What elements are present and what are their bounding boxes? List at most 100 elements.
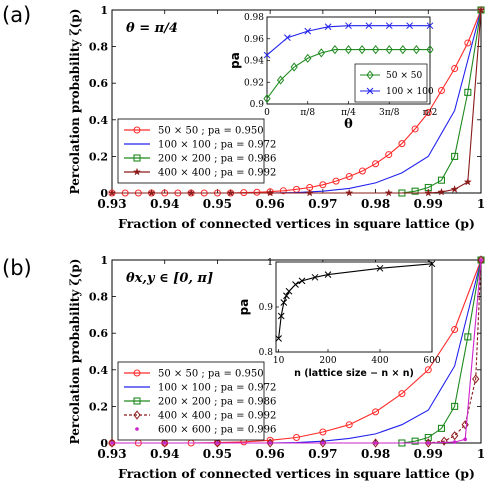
series-3-point	[266, 438, 274, 448]
inset-series-0-point	[358, 45, 366, 55]
legend-swatch-marker	[133, 410, 141, 420]
inset-series-0-line	[266, 49, 430, 99]
series-0-point	[372, 160, 380, 168]
series-3-point	[319, 438, 327, 448]
legend-entry: 200 × 200 ; pa = 0.986	[158, 154, 276, 165]
series-0-point	[385, 151, 393, 159]
series-0-point	[332, 177, 340, 185]
inset-chart: 10 200 400 600 0.8 0.9 1 n (lattice size − n × …	[237, 258, 441, 379]
series-3-point	[472, 374, 480, 384]
x-tick-label: 0.95	[203, 197, 232, 211]
inset-series-0-point	[344, 45, 353, 55]
x-tick-label: 0.94	[150, 197, 179, 211]
series-0-point	[464, 39, 472, 47]
legend-entry: 600 × 600 ; pa = 0.996	[158, 425, 276, 436]
inset-series-0-point	[372, 45, 380, 55]
inset-series-0-point	[412, 45, 421, 55]
inset-y-axis-label: pa	[228, 52, 242, 69]
series-3-point	[450, 184, 459, 194]
series-3-point	[186, 188, 196, 197]
series-3-point	[440, 436, 448, 446]
inset-series-1-point	[406, 22, 413, 30]
series-3-point	[451, 431, 459, 441]
series-3-point	[107, 188, 117, 197]
series-0-point	[358, 167, 366, 175]
theta-annotation: θx,y ∈ [0, π]	[126, 271, 213, 286]
inset-y-tick-label: 0.94	[244, 57, 264, 67]
x-tick-label: 0.93	[97, 197, 126, 211]
series-2-point	[437, 176, 446, 184]
x-axis-label: Fraction of connected vertices in square…	[118, 216, 475, 231]
series-1-line	[270, 9, 482, 194]
legend-entry: 400 × 400 ; pa = 0.992	[158, 411, 276, 422]
y-tick-label: 0.4	[89, 114, 108, 127]
series-0-point	[372, 408, 380, 416]
series-0-point	[398, 390, 406, 398]
legend-swatch-marker	[133, 154, 141, 162]
series-2-point	[411, 187, 419, 195]
y-tick-label: 0.8	[89, 291, 108, 304]
y-tick-label: 0.2	[89, 150, 108, 163]
series-0-point	[451, 65, 459, 73]
series-4-point	[110, 441, 114, 445]
y-tick-label: 1	[100, 4, 108, 17]
inset-x-tick-label: 400	[371, 356, 388, 366]
inset-x-tick-label: 600	[423, 356, 440, 366]
inset-legend-swatch-marker	[366, 87, 374, 95]
series-3-point	[108, 438, 116, 448]
legend-swatch-marker	[132, 167, 142, 176]
series-3-point	[384, 188, 394, 197]
series-3-point	[476, 5, 486, 14]
series-0-point	[424, 108, 432, 116]
inset-chart: 0 π/8 π/4 3π/8 π/2 0.9 0.92 0.94 0.96 0.98 θ pa 50 ×…	[228, 13, 437, 132]
series-0-point	[398, 140, 406, 148]
inset-series-0-point	[263, 93, 271, 104]
inset-series-0-point	[283, 292, 290, 300]
x-tick-label: 1	[477, 447, 485, 461]
series-3-point	[463, 177, 472, 186]
x-tick-label: 0.97	[308, 447, 337, 461]
inset-series-0-point	[290, 62, 298, 72]
series-0-point	[319, 428, 327, 436]
inset-x-axis-label: θ	[344, 117, 353, 132]
inset-series-1-point	[365, 22, 373, 30]
panel-a: (a) 0.93 0.94 0.95 0.96 0.97 0.98 0.99 1 0 0.2 0.4 0…	[2, 3, 486, 231]
series-2-point	[451, 152, 459, 160]
series-3-point	[305, 188, 314, 197]
inset-series-0-point	[304, 53, 312, 63]
legend-swatch-marker	[133, 126, 141, 134]
series-4-point	[373, 441, 378, 445]
inset-x-tick-label: π/8	[300, 108, 315, 118]
inset-frame	[275, 261, 433, 353]
series-2-line	[401, 9, 482, 194]
series-2-point	[451, 402, 459, 410]
series-3-point	[424, 438, 432, 448]
inset-series-0-point	[276, 75, 285, 85]
inset-legend-entry: 100 × 100	[386, 87, 434, 97]
inset-series-0-point	[298, 277, 306, 285]
inset-y-tick-label: 0.96	[244, 35, 264, 45]
inset-series-1-point	[324, 23, 332, 31]
series-3-point	[345, 188, 354, 197]
series-0-point	[279, 187, 287, 195]
y-tick-label: 0.8	[89, 41, 108, 54]
series-4-point	[463, 437, 467, 442]
series-4-point	[268, 441, 272, 445]
series-2-point	[464, 333, 472, 341]
x-tick-label: 0.93	[97, 447, 126, 461]
y-axis-label: Percolation probability ζ(p)	[68, 9, 82, 195]
inset-series-0-point	[280, 299, 288, 306]
y-tick-label: 0	[100, 437, 108, 450]
legend: 50 × 50 ; pa = 0.950 100 × 100 ; pa = 0.9…	[117, 118, 276, 184]
series-0-point	[451, 326, 459, 334]
panel-label: (b)	[2, 256, 32, 280]
inset-y-axis-label: pa	[237, 299, 251, 316]
series-0-point	[424, 366, 432, 374]
series-0-point	[345, 173, 353, 181]
inset-x-tick-label: π/2	[423, 108, 438, 118]
series-2-point	[424, 433, 432, 442]
inset-series-1-point	[426, 22, 434, 30]
x-tick-label: 0.96	[256, 197, 285, 211]
x-tick-label: 0.96	[256, 447, 285, 461]
